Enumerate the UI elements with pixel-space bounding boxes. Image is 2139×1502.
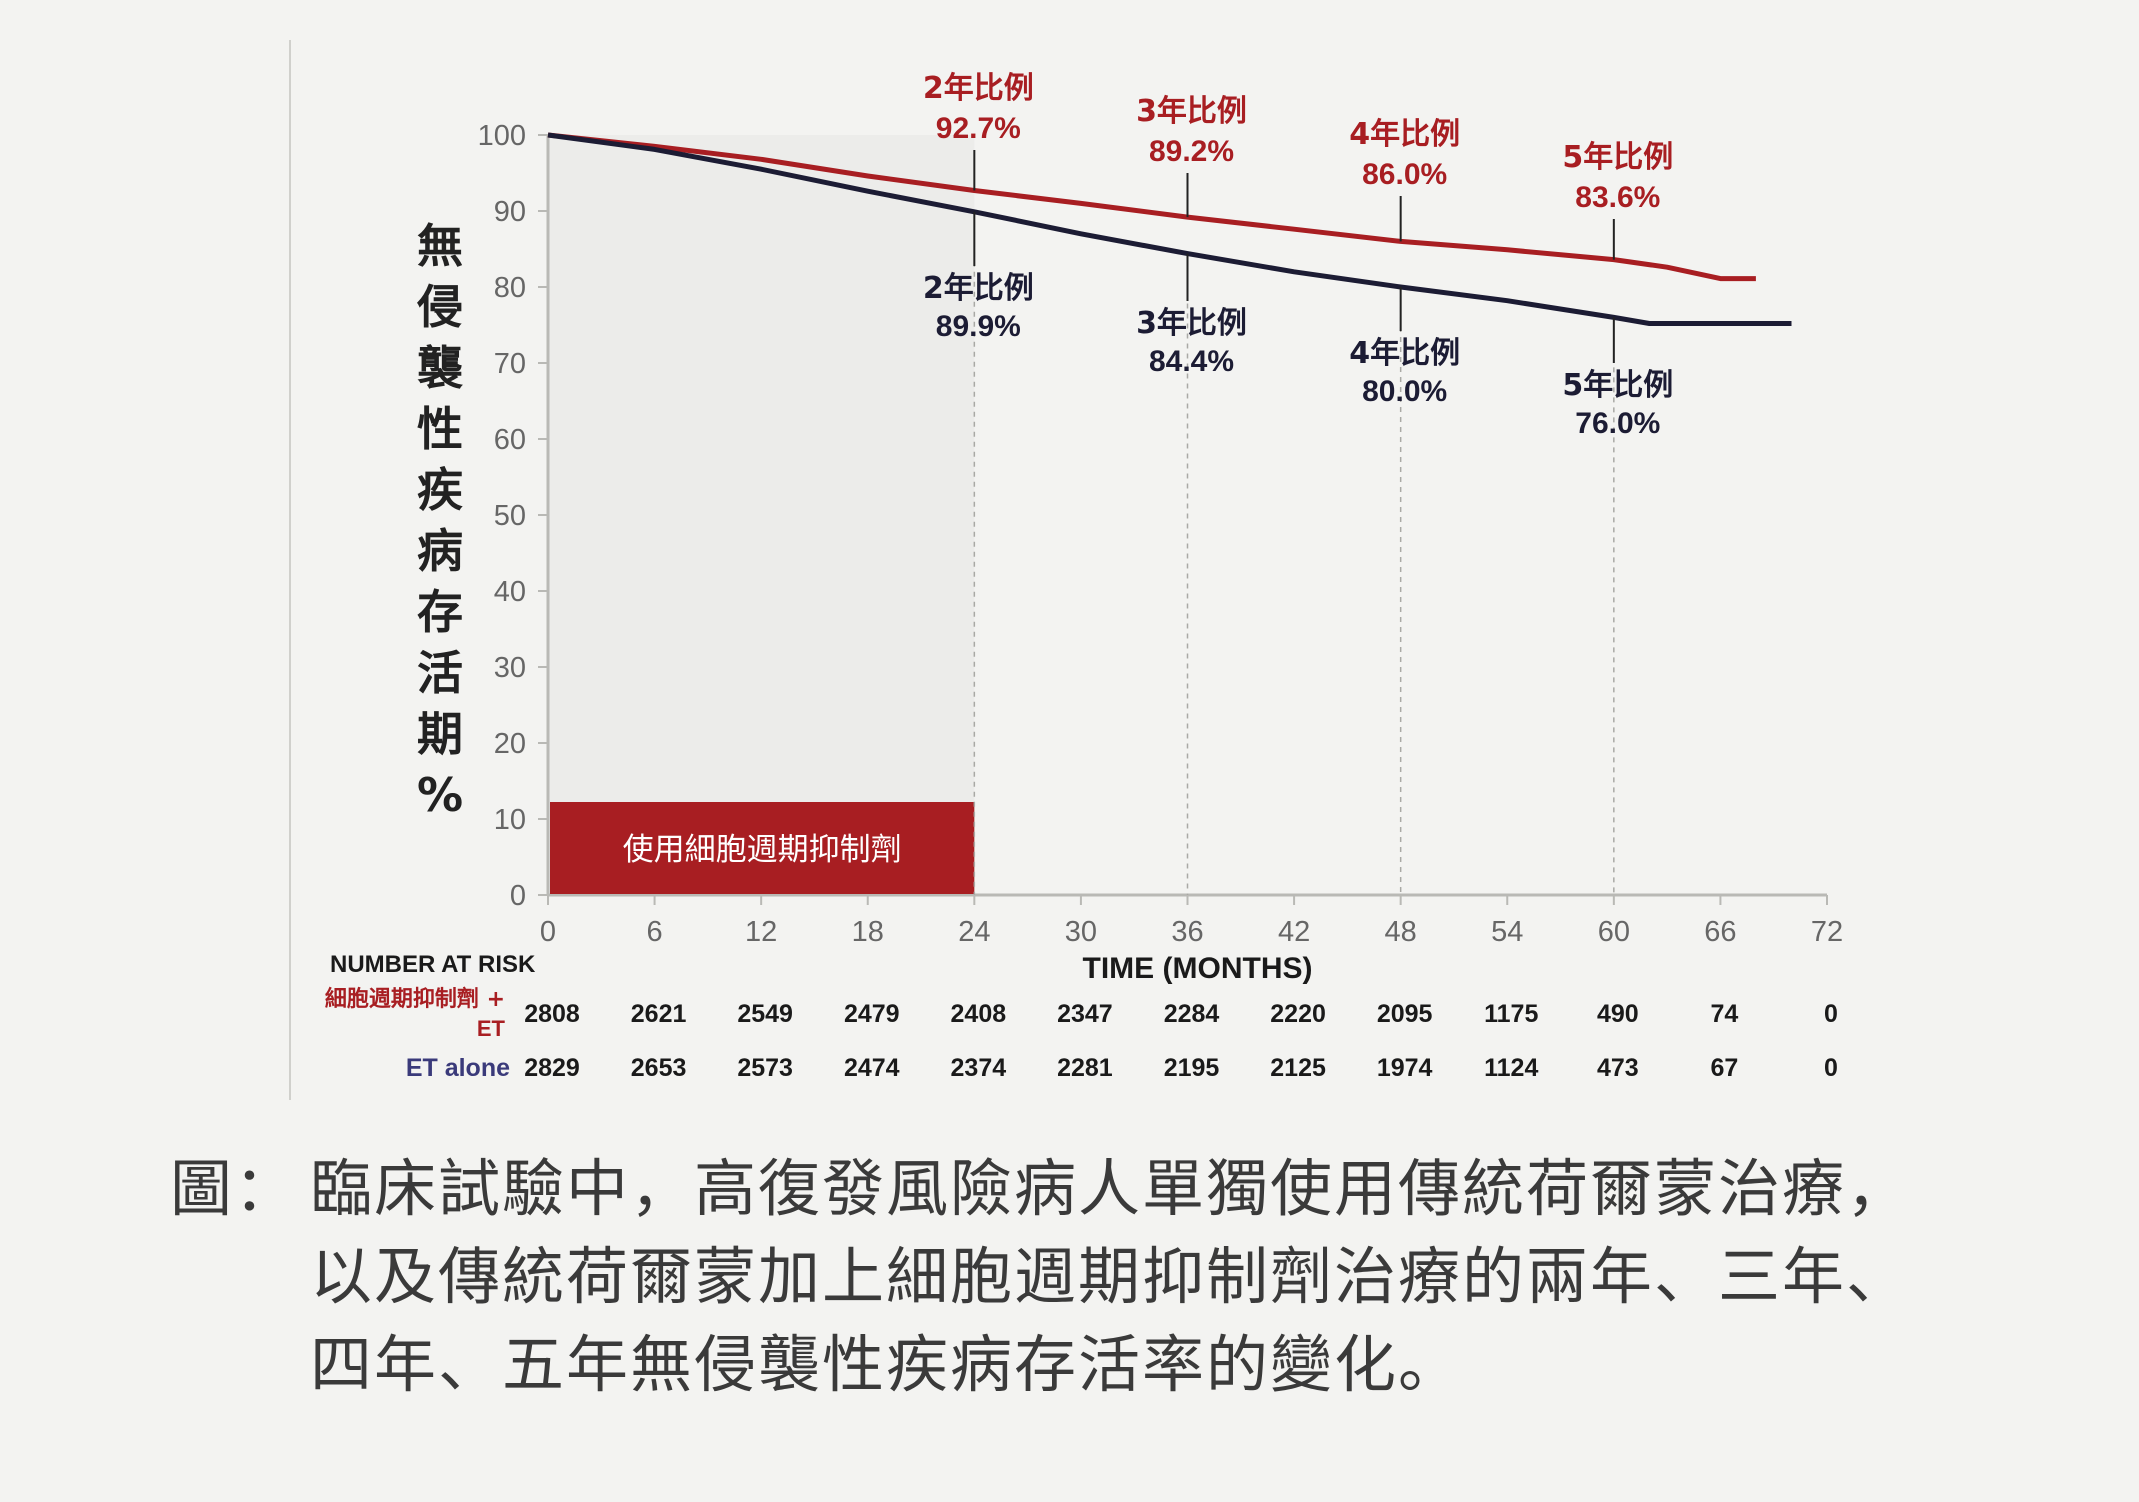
y-tick-label: 90 xyxy=(494,196,526,228)
y-axis-title-char: 無 xyxy=(417,219,463,273)
x-tick-label: 54 xyxy=(1491,916,1523,948)
x-tick-label: 42 xyxy=(1278,916,1310,948)
y-axis-title-char: 期 xyxy=(417,707,463,761)
annotation-upper-label: 2年比例 xyxy=(923,71,1034,106)
annotation-lower-label: 2年比例 xyxy=(923,271,1034,306)
x-tick-label: 36 xyxy=(1171,916,1203,948)
risk-table-cell: 0 xyxy=(1824,1054,1838,1082)
x-axis-title: TIME (MONTHS) xyxy=(1083,952,1313,985)
y-axis-title-char: 存 xyxy=(417,585,463,639)
y-tick-label: 50 xyxy=(494,500,526,532)
x-tick-label: 66 xyxy=(1704,916,1736,948)
annotation-lower-value: 76.0% xyxy=(1575,407,1660,440)
x-tick-label: 6 xyxy=(647,916,663,948)
y-tick-label: 80 xyxy=(494,272,526,304)
y-tick-label: 30 xyxy=(494,652,526,684)
shaded-region xyxy=(548,135,975,895)
series-line-et-alone xyxy=(547,132,1792,326)
risk-table-cell: 1974 xyxy=(1377,1054,1433,1082)
x-tick-label: 12 xyxy=(745,916,777,948)
risk-table-cell: 2653 xyxy=(631,1054,687,1082)
risk-table-cell: 67 xyxy=(1711,1054,1739,1082)
risk-table-cell: 0 xyxy=(1824,1000,1838,1028)
annotation-lower-value: 84.4% xyxy=(1149,345,1234,378)
y-tick-label: 100 xyxy=(478,120,526,152)
annotation-upper-value: 89.2% xyxy=(1149,135,1234,168)
risk-table-cell: 2573 xyxy=(737,1054,793,1082)
risk-table-cell: 1175 xyxy=(1484,1000,1538,1028)
caption-line-1: 臨床試驗中，高復發風險病人單獨使用傳統荷爾蒙治療， xyxy=(310,1152,1911,1225)
y-axis-title-char: 疾 xyxy=(417,463,463,517)
annotation-upper-value: 83.6% xyxy=(1575,181,1660,214)
x-tick-label: 30 xyxy=(1065,916,1097,948)
risk-row-label: ET alone xyxy=(406,1054,510,1082)
annotation-lower-label: 4年比例 xyxy=(1349,336,1460,371)
y-axis-title-char: 襲 xyxy=(417,341,463,395)
caption-line-2: 以及傳統荷爾蒙加上細胞週期抑制劑治療的兩年、三年、 xyxy=(310,1240,1911,1313)
annotation-lower-value: 89.9% xyxy=(936,310,1021,343)
x-tick-label: 24 xyxy=(958,916,990,948)
y-axis-title-char: 性 xyxy=(417,402,463,456)
risk-row-label: 細胞週期抑制劑 + xyxy=(325,986,505,1012)
annotation-upper-value: 92.7% xyxy=(936,112,1021,145)
y-tick-label: 10 xyxy=(494,804,526,836)
y-tick-label: 20 xyxy=(494,728,526,760)
risk-table-cell: 2808 xyxy=(524,1000,580,1028)
x-tick-label: 18 xyxy=(852,916,884,948)
risk-table-cell: 2479 xyxy=(844,1000,900,1028)
risk-table-cell: 2347 xyxy=(1057,1000,1113,1028)
series-line-combo xyxy=(547,132,1756,282)
risk-table-cell: 2408 xyxy=(951,1000,1007,1028)
x-tick-label: 60 xyxy=(1598,916,1630,948)
y-tick-label: 0 xyxy=(510,880,526,912)
risk-table-cell: 2374 xyxy=(951,1054,1007,1082)
y-tick-label: 70 xyxy=(494,348,526,380)
caption-line-3: 四年、五年無侵襲性疾病存活率的變化。 xyxy=(310,1328,1463,1401)
risk-table-header: NUMBER AT RISK xyxy=(330,951,536,978)
x-tick-label: 48 xyxy=(1385,916,1417,948)
risk-table-cell: 74 xyxy=(1711,1000,1739,1028)
y-axis-title-char: 病 xyxy=(417,524,463,578)
caption-label: 圖： xyxy=(170,1152,299,1225)
annotation-upper-label: 4年比例 xyxy=(1349,117,1460,152)
shaded-label-box xyxy=(550,802,975,894)
shaded-label: 使用細胞週期抑制劑 xyxy=(623,832,902,868)
y-axis-title-char: % xyxy=(417,768,463,822)
survival-chart: 0 10 20 30 40 50 60 70 80 90 100 0 6 12 18 24 30 36 42 48 54… xyxy=(289,40,1843,1100)
risk-row-label-2: ET xyxy=(477,1016,506,1041)
risk-table-cell: 2621 xyxy=(631,1000,687,1028)
y-tick-label: 40 xyxy=(494,576,526,608)
x-tick-label: 0 xyxy=(540,916,556,948)
risk-table-cell: 473 xyxy=(1597,1054,1639,1082)
annotation-upper-label: 3年比例 xyxy=(1136,94,1247,129)
x-tick-label: 72 xyxy=(1811,916,1843,948)
annotation-lower-label: 3年比例 xyxy=(1136,306,1247,341)
risk-table-cell: 2281 xyxy=(1057,1054,1113,1082)
y-axis-title-char: 侵 xyxy=(416,280,463,334)
risk-table-cell: 2829 xyxy=(524,1054,580,1082)
annotation-upper-label: 5年比例 xyxy=(1562,140,1673,175)
y-axis-title-char: 活 xyxy=(417,646,463,700)
risk-table-cell: 2284 xyxy=(1164,1000,1220,1028)
risk-table-cell: 2220 xyxy=(1270,1000,1326,1028)
risk-table-cell: 2549 xyxy=(737,1000,793,1028)
risk-table-cell: 2195 xyxy=(1164,1054,1220,1082)
annotation-lower-value: 80.0% xyxy=(1362,375,1447,408)
risk-table-cell: 2095 xyxy=(1377,1000,1433,1028)
risk-table-cell: 2125 xyxy=(1270,1054,1326,1082)
annotation-upper-value: 86.0% xyxy=(1362,158,1447,191)
risk-table-cell: 490 xyxy=(1597,1000,1639,1028)
annotation-lower-label: 5年比例 xyxy=(1562,368,1673,403)
risk-table-cell: 1124 xyxy=(1484,1054,1538,1082)
y-tick-label: 60 xyxy=(494,424,526,456)
risk-table-cell: 2474 xyxy=(844,1054,900,1082)
